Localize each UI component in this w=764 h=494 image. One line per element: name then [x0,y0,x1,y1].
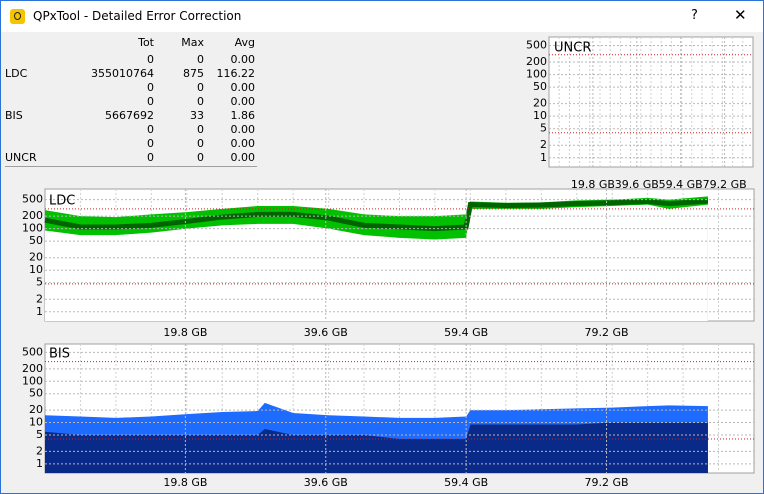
x-tick-label: 79.2 GB [584,326,628,339]
y-tick-label: 20 [29,403,43,416]
stat-value: 0 [197,123,204,136]
y-tick-label: 1 [36,457,43,470]
y-tick-label: 20 [533,97,547,110]
series-line [44,198,709,232]
stat-value: 0.00 [230,95,256,108]
x-tick-label: 19.8 GB [571,178,615,191]
stat-value: 0 [197,53,204,66]
y-tick-label: 20 [29,251,43,264]
chart-title: LDC [49,194,75,209]
window-title: QPxTool - Detailed Error Correction [33,9,242,23]
stat-value: 0 [197,151,204,164]
x-tick-label: 59.4 GB [444,476,488,489]
column-header: Avg [234,36,255,49]
y-tick-label: 2 [540,138,547,151]
x-tick-label: 79.2 GB [584,476,628,489]
stat-value: 0.00 [230,151,256,164]
x-tick-label: 39.6 GB [304,326,348,339]
stat-value: 0 [147,95,154,108]
y-tick-label: 500 [526,38,547,51]
stat-value: 0 [147,137,154,150]
stat-value: 33 [190,109,204,122]
y-tick-label: 500 [22,193,43,206]
x-tick-label: 39.6 GB [304,476,348,489]
stat-value: 0.00 [230,123,256,136]
stat-value: 0 [147,123,154,136]
column-header: Max [181,36,204,49]
x-tick-label: 59.4 GB [659,178,703,191]
y-tick-label: 200 [22,362,43,375]
stat-value: 0 [147,53,154,66]
y-tick-label: 10 [533,109,547,122]
y-tick-label: 100 [22,374,43,387]
close-button[interactable]: ✕ [734,6,747,24]
stat-value: 0 [147,81,154,94]
stat-value: 0 [197,137,204,150]
title-bar: QPxTool - Detailed Error Correction ? ✕ [1,1,763,32]
x-tick-label: 19.8 GB [163,326,207,339]
y-tick-label: 10 [29,416,43,429]
chart-title: UNCR [554,41,591,56]
y-tick-label: 5 [36,276,43,289]
y-tick-label: 2 [36,292,43,305]
stat-value: 0.00 [230,137,256,150]
y-tick-label: 1 [540,151,547,164]
row-label: UNCR [5,151,37,164]
stat-value: 355010764 [91,67,154,80]
y-tick-label: 50 [29,387,43,400]
row-label: LDC [5,67,28,80]
x-tick-label: 19.8 GB [163,476,207,489]
y-tick-label: 10 [29,263,43,276]
stat-value: 116.22 [216,67,256,80]
series-area [45,204,708,321]
separator [5,166,257,167]
y-tick-label: 2 [36,444,43,457]
y-tick-label: 500 [22,345,43,358]
y-tick-label: 200 [22,209,43,222]
stat-value: 875 [183,67,204,80]
x-tick-label: 79.2 GB [703,178,747,191]
stat-value: 5667692 [105,109,154,122]
stat-value: 0 [197,95,204,108]
y-tick-label: 1 [36,305,43,318]
stat-value: 0 [197,81,204,94]
chart-title: BIS [49,347,70,362]
y-tick-label: 50 [533,80,547,93]
column-header: Tot [138,36,154,49]
y-tick-label: 5 [36,428,43,441]
stat-value: 0.00 [230,53,256,66]
stat-value: 1.86 [230,109,256,122]
y-tick-label: 50 [29,234,43,247]
y-tick-label: 100 [526,68,547,81]
help-button[interactable]: ? [691,8,698,23]
y-tick-label: 5 [540,122,547,135]
row-label: BIS [5,109,23,122]
stat-value: 0 [147,151,154,164]
x-tick-label: 59.4 GB [444,326,488,339]
y-tick-label: 200 [526,55,547,68]
app-icon [10,9,25,24]
y-tick-label: 100 [22,222,43,235]
x-tick-label: 39.6 GB [615,178,659,191]
stat-value: 0.00 [230,81,256,94]
